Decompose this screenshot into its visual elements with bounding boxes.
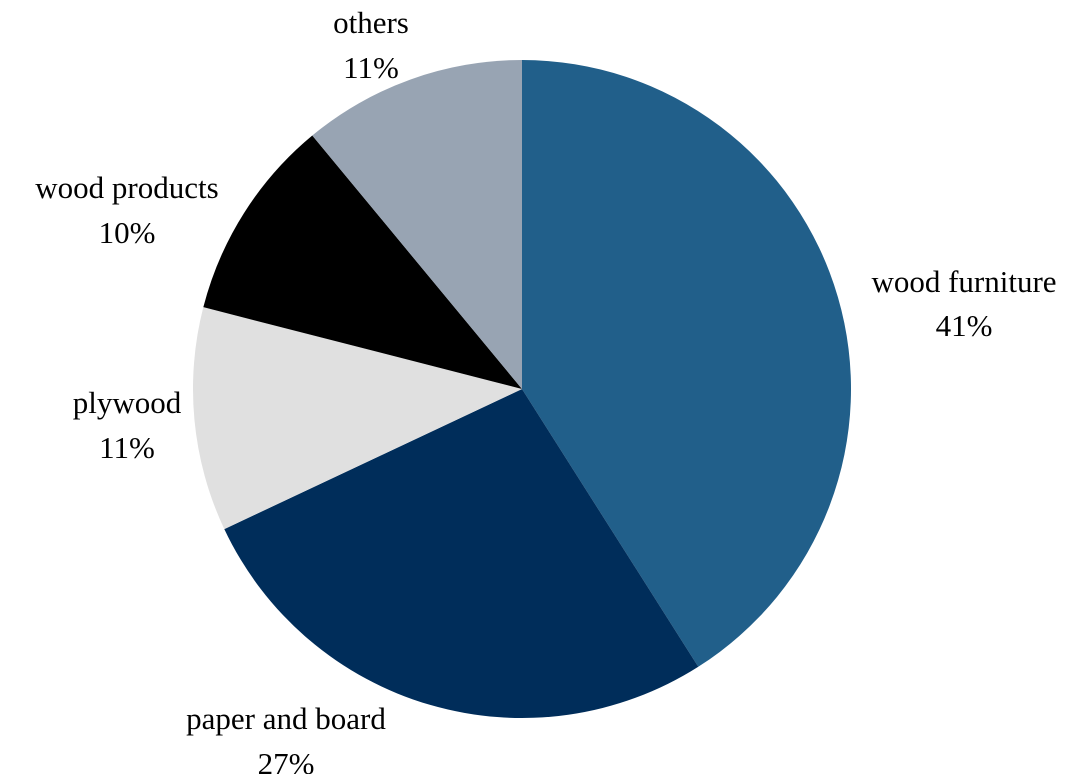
pie-slice-wood-furniture <box>522 60 852 667</box>
slice-value-label-others: 11% <box>343 50 399 85</box>
pie-slice-paper-and-board <box>224 389 699 718</box>
pie-slice-wood-products <box>203 135 523 389</box>
slice-value-label-wood-furniture: 41% <box>936 308 993 343</box>
pie-slice-plywood <box>193 307 523 530</box>
pie-slice-others <box>312 60 522 389</box>
slice-label-wood-furniture: wood furniture <box>871 264 1056 299</box>
slice-label-paper-and-board: paper and board <box>186 701 386 736</box>
slice-value-label-wood-products: 10% <box>99 215 156 250</box>
slice-value-label-plywood: 11% <box>99 430 155 465</box>
pie-slices <box>193 60 852 718</box>
slice-label-wood-products: wood products <box>35 170 218 205</box>
slice-value-label-paper-and-board: 27% <box>258 746 315 774</box>
slice-label-plywood: plywood <box>73 385 182 420</box>
pie-labels: wood furniture 41% paper and board 27% plywo… <box>35 5 1056 774</box>
slice-label-others: others <box>333 5 409 40</box>
